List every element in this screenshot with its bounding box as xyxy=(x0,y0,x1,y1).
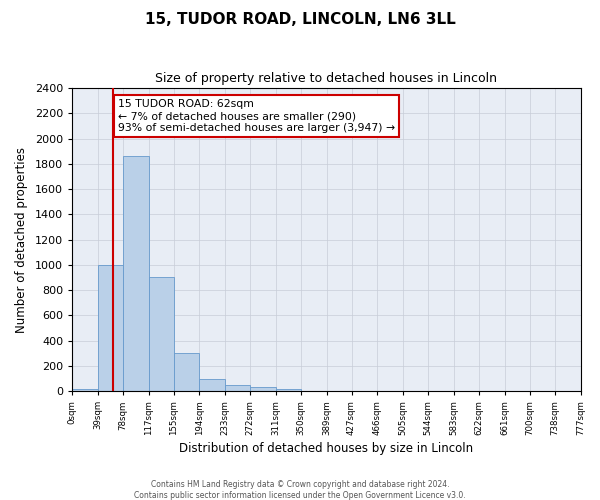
X-axis label: Distribution of detached houses by size in Lincoln: Distribution of detached houses by size … xyxy=(179,442,473,455)
Bar xyxy=(250,388,275,391)
Bar xyxy=(98,265,123,391)
Bar xyxy=(123,156,149,391)
Bar xyxy=(173,354,199,391)
Text: 15, TUDOR ROAD, LINCOLN, LN6 3LL: 15, TUDOR ROAD, LINCOLN, LN6 3LL xyxy=(145,12,455,28)
Bar xyxy=(72,388,98,391)
Title: Size of property relative to detached houses in Lincoln: Size of property relative to detached ho… xyxy=(155,72,497,86)
Bar xyxy=(275,388,301,391)
Y-axis label: Number of detached properties: Number of detached properties xyxy=(15,146,28,332)
Bar xyxy=(224,386,250,391)
Text: 15 TUDOR ROAD: 62sqm
← 7% of detached houses are smaller (290)
93% of semi-detac: 15 TUDOR ROAD: 62sqm ← 7% of detached ho… xyxy=(118,100,395,132)
Bar xyxy=(149,278,173,391)
Bar xyxy=(199,378,224,391)
Text: Contains HM Land Registry data © Crown copyright and database right 2024.
Contai: Contains HM Land Registry data © Crown c… xyxy=(134,480,466,500)
